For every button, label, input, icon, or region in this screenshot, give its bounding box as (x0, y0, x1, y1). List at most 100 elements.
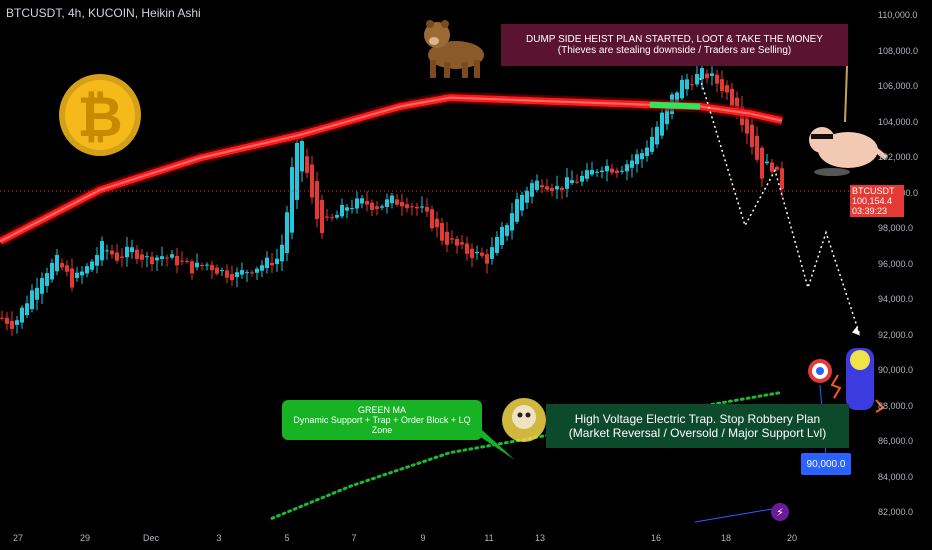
candle-body (220, 270, 224, 272)
candle-body (55, 254, 59, 272)
candle-body (480, 252, 484, 256)
time-tick-label: 7 (351, 533, 357, 543)
candle-body (240, 270, 244, 275)
candle-body (195, 262, 199, 268)
candle-body (700, 68, 704, 80)
candle-body (230, 274, 234, 281)
candle-body (715, 74, 719, 84)
candle-body (450, 238, 454, 240)
candle-body (50, 262, 54, 280)
candle-body (120, 256, 124, 258)
candle-body (325, 216, 329, 218)
candle-body (630, 160, 634, 168)
candle-body (285, 212, 289, 254)
candle-body (640, 153, 644, 160)
time-tick-label: 3 (216, 533, 222, 543)
candle-body (210, 265, 214, 271)
candle-body (615, 170, 619, 174)
candle-body (80, 271, 84, 276)
candle-body (435, 218, 439, 228)
candle-body (250, 272, 254, 274)
candle-body (555, 186, 559, 190)
candle-body (610, 168, 614, 173)
candle-body (545, 186, 549, 190)
green-ma-annotation: GREEN MA Dynamic Support + Trap + Order … (282, 400, 482, 440)
candle-body (320, 200, 324, 234)
electric-trap-line2: (Market Reversal / Oversold / Major Supp… (568, 426, 827, 440)
candle-body (415, 206, 419, 209)
green-ma-title: GREEN MA (357, 405, 406, 415)
candle-body (270, 262, 274, 266)
green-callout-pointer (470, 430, 515, 460)
candle-body (70, 268, 74, 288)
candle-body (770, 162, 774, 172)
bitcoin-coin-icon: ₿ (59, 74, 141, 156)
candle-body (605, 165, 609, 172)
price-tick-label: 86,000.0 (878, 436, 914, 446)
target-price-label: 90,000.0 (801, 453, 851, 475)
candle-body (5, 317, 9, 324)
candle-body (95, 254, 99, 266)
candle-body (305, 156, 309, 173)
candle-body (65, 265, 69, 272)
candle-body (635, 154, 639, 165)
candle-body (355, 198, 359, 209)
candle-body (215, 267, 219, 274)
indicator-overlays (0, 77, 861, 520)
time-tick-label: 11 (484, 533, 494, 543)
candle-body (510, 213, 514, 231)
candle-body (550, 187, 554, 191)
candle-body (470, 248, 474, 258)
candle-body (685, 79, 689, 90)
candle-body (180, 260, 184, 262)
time-tick-label: 20 (786, 533, 798, 543)
price-tick-label: 106,000.0 (878, 81, 919, 91)
candle-body (655, 126, 659, 145)
candle-body (490, 247, 494, 259)
price-tick-label: 108,000.0 (878, 45, 919, 56)
candle-body (380, 206, 384, 208)
candle-body (205, 264, 209, 266)
time-tick-label: 18 (720, 533, 732, 543)
candle-body (40, 278, 44, 294)
candle-body (780, 168, 784, 190)
candle-body (645, 147, 649, 157)
candle-body (755, 135, 759, 160)
candle-body (485, 254, 489, 264)
candle-body (410, 206, 414, 208)
price-badge-countdown: 03:39:23 (852, 206, 888, 216)
price-tick-label: 96,000.0 (878, 258, 914, 269)
candle-body (10, 320, 14, 329)
candle-body (430, 209, 434, 229)
dump-heist-line2: (Thieves are stealing downside / Traders… (557, 45, 792, 56)
candle-body (465, 243, 469, 254)
candle-body (295, 143, 299, 200)
candle-body (155, 257, 159, 261)
candle-body (375, 206, 379, 210)
projection-arrow-head (852, 326, 860, 336)
candle-body (245, 272, 249, 274)
candle-body (500, 226, 504, 245)
candle-body (365, 200, 369, 205)
price-tick-label: 104,000.0 (878, 116, 919, 127)
time-tick-label: 29 (79, 533, 91, 543)
candle-body (310, 164, 314, 198)
candle-body (730, 88, 734, 107)
green-ma-text: Dynamic Support + Trap + Order Block + L… (293, 415, 471, 435)
price-badge-price: 100,154.4 (852, 196, 893, 206)
candle-body (165, 257, 169, 259)
candle-body (530, 183, 534, 197)
candle-body (560, 187, 564, 190)
candle-body (105, 250, 109, 252)
price-badge-symbol: BTCUSDT (852, 186, 895, 196)
candle-body (775, 166, 779, 170)
candle-body (420, 206, 424, 208)
candle-body (405, 204, 409, 209)
candle-body (300, 140, 304, 172)
candle-body (620, 170, 624, 172)
candle-body (315, 181, 319, 220)
time-tick-label: 16 (650, 533, 662, 543)
candle-body (540, 185, 544, 188)
candle-body (710, 73, 714, 76)
